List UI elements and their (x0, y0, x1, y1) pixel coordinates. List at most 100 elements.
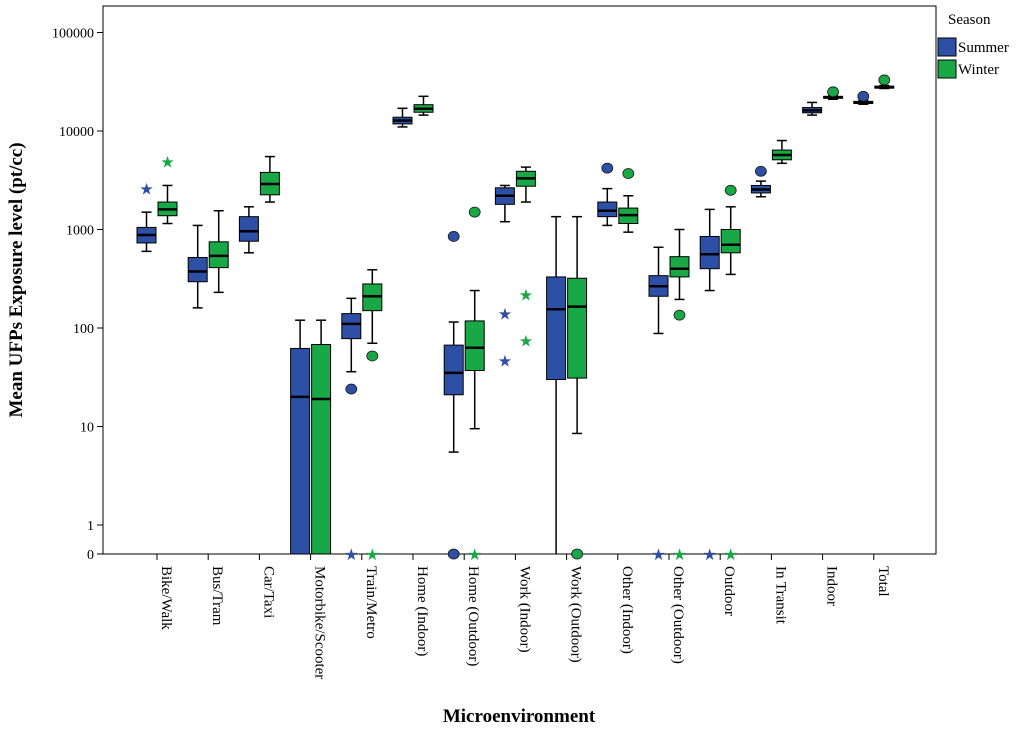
box-body (187, 256, 208, 283)
box-summer: ★ (341, 297, 362, 564)
x-tick-label: Other (Outdoor) (670, 566, 686, 664)
plot-area (102, 5, 937, 555)
x-axis-title: Microenvironment (443, 706, 596, 727)
box-summer: ★★ (494, 184, 515, 370)
y-tick-label: 10000 (59, 125, 94, 140)
outlier-point (447, 231, 460, 242)
outlier-point (724, 184, 737, 196)
box-winter (413, 95, 434, 116)
box-body (546, 276, 567, 381)
box-summer (392, 107, 413, 128)
box-winter (311, 319, 332, 555)
extreme-point: ★ (724, 547, 738, 564)
outlier-point (345, 383, 358, 395)
y-tick-label: 10 (80, 421, 94, 436)
box-summer (443, 231, 464, 560)
box-summer (853, 90, 874, 105)
legend-label-summer: Summer (958, 40, 1009, 56)
extreme-point: ★ (498, 353, 512, 370)
outlier-point (878, 74, 891, 86)
x-tick-label: Work (Outdoor) (568, 566, 584, 663)
box-body (720, 229, 741, 254)
extreme-point: ★ (519, 287, 533, 304)
outlier-point (827, 86, 839, 98)
x-tick-label: In Transit (772, 566, 788, 625)
x-tick-label: Bus/Tram (209, 566, 225, 626)
x-tick-label: Indoor (824, 566, 840, 606)
outlier-point (755, 165, 767, 177)
box-winter (259, 155, 280, 203)
box-winter: ★ (157, 155, 178, 225)
x-tick-label: Outdoor (721, 566, 737, 616)
box-summer: ★ (136, 182, 157, 253)
legend: Season Summer Winter (937, 12, 1009, 79)
extreme-point: ★ (703, 547, 717, 564)
box-winter (208, 210, 229, 294)
box-winter (567, 215, 588, 560)
box-winter: ★★ (515, 166, 536, 350)
x-tick-label: Total (875, 566, 891, 597)
box-summer (750, 165, 771, 198)
outlier-point (601, 162, 614, 174)
box-winter (823, 86, 844, 101)
extreme-point: ★ (160, 155, 174, 172)
box-winter: ★ (464, 206, 485, 564)
x-tick-label: Other (Indoor) (619, 566, 635, 654)
outlier-point (857, 90, 870, 102)
outlier-point (447, 548, 460, 560)
extreme-point: ★ (344, 547, 358, 564)
extreme-point: ★ (139, 182, 153, 199)
extreme-point: ★ (468, 547, 482, 564)
box-body (290, 347, 311, 555)
extreme-point: ★ (498, 307, 512, 324)
box-summer (546, 215, 567, 554)
box-winter (874, 74, 895, 90)
box-body (341, 313, 362, 340)
boxes-layer: ★★★★★ ★★★ ★★★★ ★ (136, 74, 895, 564)
box-winter (771, 139, 792, 165)
outlier-point (571, 548, 583, 560)
box-body (699, 235, 720, 270)
box-summer (290, 319, 311, 555)
box-summer (238, 206, 259, 254)
y-tick-label: 0 (87, 548, 94, 563)
box-body (238, 216, 259, 242)
y-tick-label: 1 (87, 519, 94, 534)
outlier-point (366, 350, 379, 362)
x-tick-label: Work (Indoor) (516, 566, 532, 653)
outlier-point (673, 309, 686, 321)
outlier-point (622, 168, 635, 179)
box-summer (802, 101, 823, 116)
box-summer: ★ (699, 208, 720, 564)
box-summer (597, 162, 618, 227)
legend-label-winter: Winter (958, 62, 999, 78)
box-body (464, 320, 485, 372)
box-body (443, 344, 464, 396)
y-tick-label: 100000 (52, 27, 94, 42)
x-axis: Bike/Walk Bus/Tram Car/Taxi Motorbike/Scoot… (156, 554, 891, 679)
x-tick-label: Train/Metro (363, 566, 379, 639)
box-winter (618, 168, 639, 233)
legend-title: Season (948, 12, 991, 28)
x-tick-label: Bike/Walk (158, 566, 174, 630)
box-body (669, 256, 690, 278)
extreme-point: ★ (365, 547, 379, 564)
extreme-point: ★ (519, 333, 533, 350)
y-axis: 0 1 10 100 1000 10000 100000 (52, 27, 103, 563)
box-summer (187, 224, 208, 309)
x-tick-label: Car/Taxi (260, 566, 276, 618)
box-winter: ★ (720, 184, 741, 564)
legend-swatch-winter (937, 59, 957, 79)
extreme-point: ★ (672, 547, 686, 564)
x-tick-label: Home (Indoor) (414, 566, 430, 656)
box-winter: ★ (362, 269, 383, 564)
box-summer: ★ (648, 246, 669, 564)
outlier-point (468, 206, 481, 218)
x-tick-label: Home (Outdoor) (465, 566, 481, 666)
x-tick-label: Motorbike/Scooter (312, 566, 328, 679)
y-tick-label: 1000 (66, 224, 94, 239)
extreme-point: ★ (651, 547, 665, 564)
y-axis-title: Mean UFPs Exposure level (pt/cc) (6, 142, 27, 417)
box-winter: ★ (669, 228, 690, 564)
